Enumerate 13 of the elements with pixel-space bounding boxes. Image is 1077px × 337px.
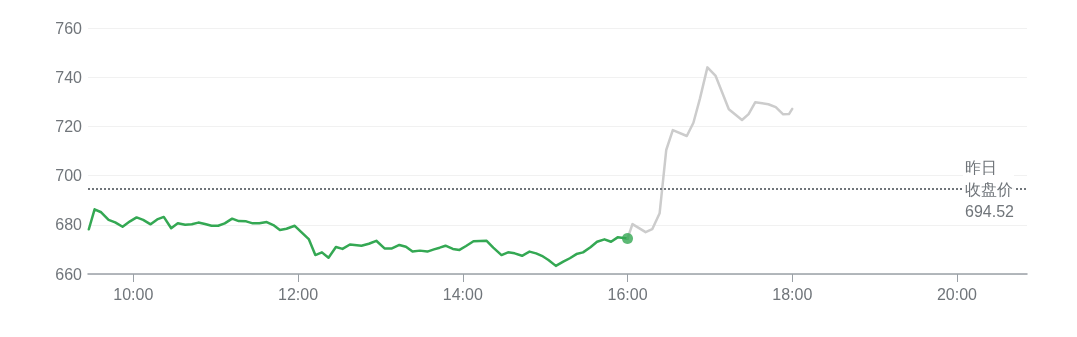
x-tick-label: 18:00 [772, 285, 813, 303]
x-tick-label: 12:00 [278, 285, 319, 303]
y-tick-label: 760 [55, 19, 83, 37]
y-tick-label: 700 [55, 167, 83, 185]
x-tick-label: 10:00 [113, 285, 154, 303]
y-tick-label: 720 [55, 117, 83, 135]
ref-line-label: 昨日收盘价 694.52 [965, 158, 1015, 220]
x-tick-label: 16:00 [607, 285, 648, 303]
y-tick-label: 680 [55, 216, 83, 234]
y-tick-label: 660 [55, 265, 83, 283]
x-tick-label: 14:00 [442, 285, 483, 303]
y-tick-label: 740 [55, 68, 83, 86]
x-tick-label: 20:00 [936, 285, 978, 303]
